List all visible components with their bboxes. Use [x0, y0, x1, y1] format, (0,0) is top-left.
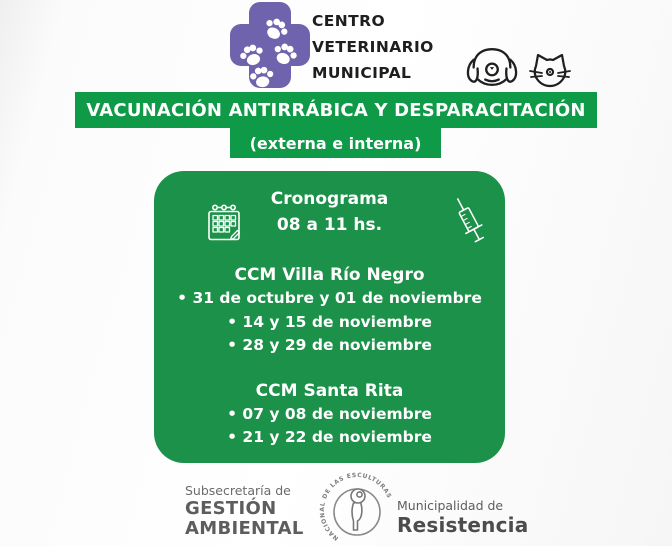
schedule-card: Cronograma 08 a 11 hs. CCM Villa Río Neg… [154, 171, 505, 463]
date-line: • 07 y 08 de noviembre [227, 404, 432, 423]
cat-icon [529, 53, 571, 88]
date-line: • 21 y 22 de noviembre [227, 428, 432, 446]
subsecretaria-line: Subsecretaría de [185, 483, 291, 498]
vet-cross-paws-icon [230, 2, 310, 88]
date-line: • 14 y 15 de noviembre [227, 312, 432, 331]
schedule-section: CCM Santa Rita • 07 y 08 de noviembre • … [154, 379, 505, 450]
vet-center-title-line: VETERINARIO [312, 38, 434, 56]
banner-title: VACUNACIÓN ANTIRRÁBICA Y DESPARACITACIÓN [75, 92, 597, 128]
schedule-section: CCM Villa Río Negro • 31 de octubre y 01… [154, 263, 505, 358]
municipality-line: Municipalidad de [397, 498, 504, 513]
syringe-icon [456, 198, 485, 243]
subsecretaria-logo-text: Subsecretaría de GESTIÓN AMBIENTAL [185, 483, 304, 538]
vet-center-title-line: CENTRO [312, 12, 386, 30]
date-line: • 28 y 29 de noviembre [227, 336, 432, 354]
banner-subtitle: (externa e interna) [230, 128, 441, 158]
municipality-resistencia: Resistencia [397, 513, 529, 537]
schedule-hours: 08 a 11 hs. [276, 215, 383, 235]
municipality-logo-text: Municipalidad de Resistencia [397, 498, 528, 537]
sculptures-emblem-icon: NACIONAL DE LAS ESCULTURAS [319, 472, 392, 542]
pets-illustration [464, 44, 572, 91]
vet-center-title: CENTRO VETERINARIO MUNICIPAL [312, 8, 434, 86]
subsecretaria-gestion: GESTIÓN [185, 498, 277, 519]
schedule-title: Cronograma [270, 189, 389, 209]
dog-icon [466, 47, 518, 87]
vet-center-title-line: MUNICIPAL [312, 64, 412, 82]
subsecretaria-ambiental: AMBIENTAL [185, 517, 304, 539]
date-line: • 31 de octubre y 01 de noviembre [177, 289, 482, 307]
calendar-icon [208, 204, 241, 241]
section-name: CCM Santa Rita [255, 380, 404, 401]
section-name: CCM Villa Río Negro [234, 265, 425, 285]
